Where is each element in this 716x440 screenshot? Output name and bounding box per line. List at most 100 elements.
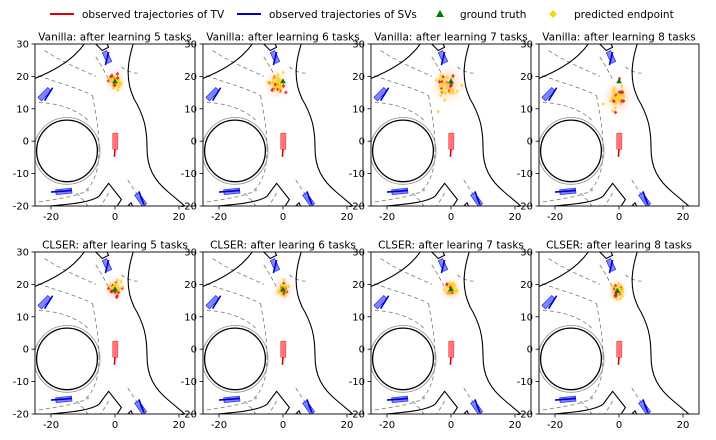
predicted-endpoint-marker xyxy=(277,88,281,94)
predicted-endpoint-marker xyxy=(276,75,280,81)
x-tick-label: 20 xyxy=(341,212,354,223)
ticks: -20 0 20 -20 -10 0 10 20 30 xyxy=(517,40,690,224)
tv-trajectory xyxy=(449,149,452,157)
predicted-endpoint-marker xyxy=(116,85,121,90)
ticks: -20 0 20 -20 -10 0 10 20 30 xyxy=(349,248,522,432)
y-tick-label: -20 xyxy=(181,410,197,421)
predicted-endpoint-marker xyxy=(620,286,625,291)
legend-label-ground-truth: ground truth xyxy=(460,9,526,21)
x-tick-label: -20 xyxy=(547,420,563,431)
roundabout-island xyxy=(539,327,603,391)
map-layer xyxy=(203,44,354,206)
panel-title: CLSER: after learing 7 tasks xyxy=(378,240,524,252)
y-tick-label: -10 xyxy=(181,377,197,388)
lane-lines xyxy=(539,50,650,206)
legend-label-predicted-endpoint: predicted endpoint xyxy=(574,9,674,21)
tv-body xyxy=(280,132,287,150)
sv-trajectory xyxy=(272,259,278,274)
predicted-endpoint-marker xyxy=(619,89,623,95)
predicted-endpoint-marker xyxy=(282,294,287,299)
predicted-endpoint-marker xyxy=(612,86,616,91)
predicted-endpoint-marker xyxy=(277,84,282,89)
predicted-endpoint-marker xyxy=(608,98,613,103)
y-tick-label: 0 xyxy=(359,345,365,356)
predicted-endpoint-marker xyxy=(438,76,442,81)
road-boundaries xyxy=(371,252,522,414)
x-tick-label: -20 xyxy=(379,420,395,431)
predicted-endpoint-marker xyxy=(116,290,121,295)
surrounding-vehicles xyxy=(541,258,652,414)
surrounding-vehicles xyxy=(205,50,316,206)
sv-trajectory xyxy=(43,295,54,310)
predicted-endpoint-marker xyxy=(280,292,284,297)
y-tick-label: 0 xyxy=(191,137,197,148)
sv-trajectory xyxy=(138,399,145,413)
road-boundaries xyxy=(35,44,186,206)
predicted-endpoint-marker xyxy=(441,81,446,86)
ground-truth-marker xyxy=(616,78,622,84)
predicted-endpoint-marker xyxy=(281,277,286,282)
roundabout-island xyxy=(371,119,435,183)
predicted-endpoint-marker xyxy=(448,281,452,286)
roundabout-outer xyxy=(35,325,101,393)
tv-trajectory xyxy=(617,149,620,157)
y-tick-label: 30 xyxy=(184,248,197,259)
legend: observed trajectories of TV observed tra… xyxy=(50,9,674,21)
x-tick-label: 0 xyxy=(280,420,286,431)
predicted-endpoints xyxy=(439,275,463,303)
y-tick-label: 20 xyxy=(352,72,365,83)
x-tick-label: 0 xyxy=(280,212,286,223)
predicted-endpoint-marker xyxy=(282,290,286,295)
sv-trajectory xyxy=(272,51,278,66)
tv-body xyxy=(448,340,455,358)
predicted-endpoint-marker xyxy=(115,71,120,76)
ground-truth-marker xyxy=(614,287,621,293)
roundabout-island xyxy=(203,119,267,183)
y-tick-label: 30 xyxy=(184,40,197,51)
y-tick-label: 0 xyxy=(527,345,533,356)
predicted-endpoint-marker xyxy=(619,283,623,289)
surrounding-vehicles xyxy=(541,50,652,206)
predicted-endpoint-marker xyxy=(438,84,443,89)
predicted-endpoints xyxy=(430,63,466,114)
x-tick-label: 0 xyxy=(112,420,118,431)
predicted-endpoint-marker xyxy=(612,286,617,291)
y-tick-label: 0 xyxy=(359,137,365,148)
sv-vehicle xyxy=(205,295,220,310)
x-tick-label: 0 xyxy=(112,212,118,223)
x-tick-label: 20 xyxy=(509,420,522,431)
ticks: -20 0 20 -20 -10 0 10 20 30 xyxy=(181,40,354,224)
x-tick-label: -20 xyxy=(547,212,563,223)
x-tick-label: 0 xyxy=(616,420,622,431)
lane-lines xyxy=(539,258,650,414)
predicted-endpoint-marker xyxy=(451,90,456,95)
predicted-endpoint-marker xyxy=(116,88,120,93)
target-vehicle xyxy=(280,132,287,157)
tv-trajectory xyxy=(113,357,116,365)
sv-body xyxy=(37,295,52,310)
predicted-endpoint-marker xyxy=(437,79,442,84)
y-tick-label: 20 xyxy=(520,280,533,291)
target-vehicle xyxy=(112,340,119,365)
predicted-endpoint-marker xyxy=(448,90,453,95)
predicted-endpoint-marker xyxy=(445,81,450,86)
predicted-endpoint-marker xyxy=(610,283,614,289)
y-tick-label: -20 xyxy=(517,202,533,213)
sv-trajectory xyxy=(386,189,408,193)
predicted-endpoint-marker xyxy=(282,281,286,286)
ground-truth-marker xyxy=(448,78,454,84)
predicted-endpoint-marker xyxy=(613,283,618,288)
x-tick-label: 20 xyxy=(677,212,690,223)
y-tick-label: -10 xyxy=(13,169,29,180)
roundabout-outer xyxy=(371,117,437,185)
panel-title: Vanilla: after learning 8 tasks xyxy=(542,32,695,44)
sv-trajectory xyxy=(218,397,240,401)
predicted-endpoint-marker xyxy=(443,90,448,95)
predicted-endpoints xyxy=(271,275,295,303)
y-tick-label: 30 xyxy=(520,40,533,51)
sv-trajectory xyxy=(386,397,408,401)
sv-trajectory xyxy=(138,191,145,205)
y-tick-label: 20 xyxy=(352,280,365,291)
